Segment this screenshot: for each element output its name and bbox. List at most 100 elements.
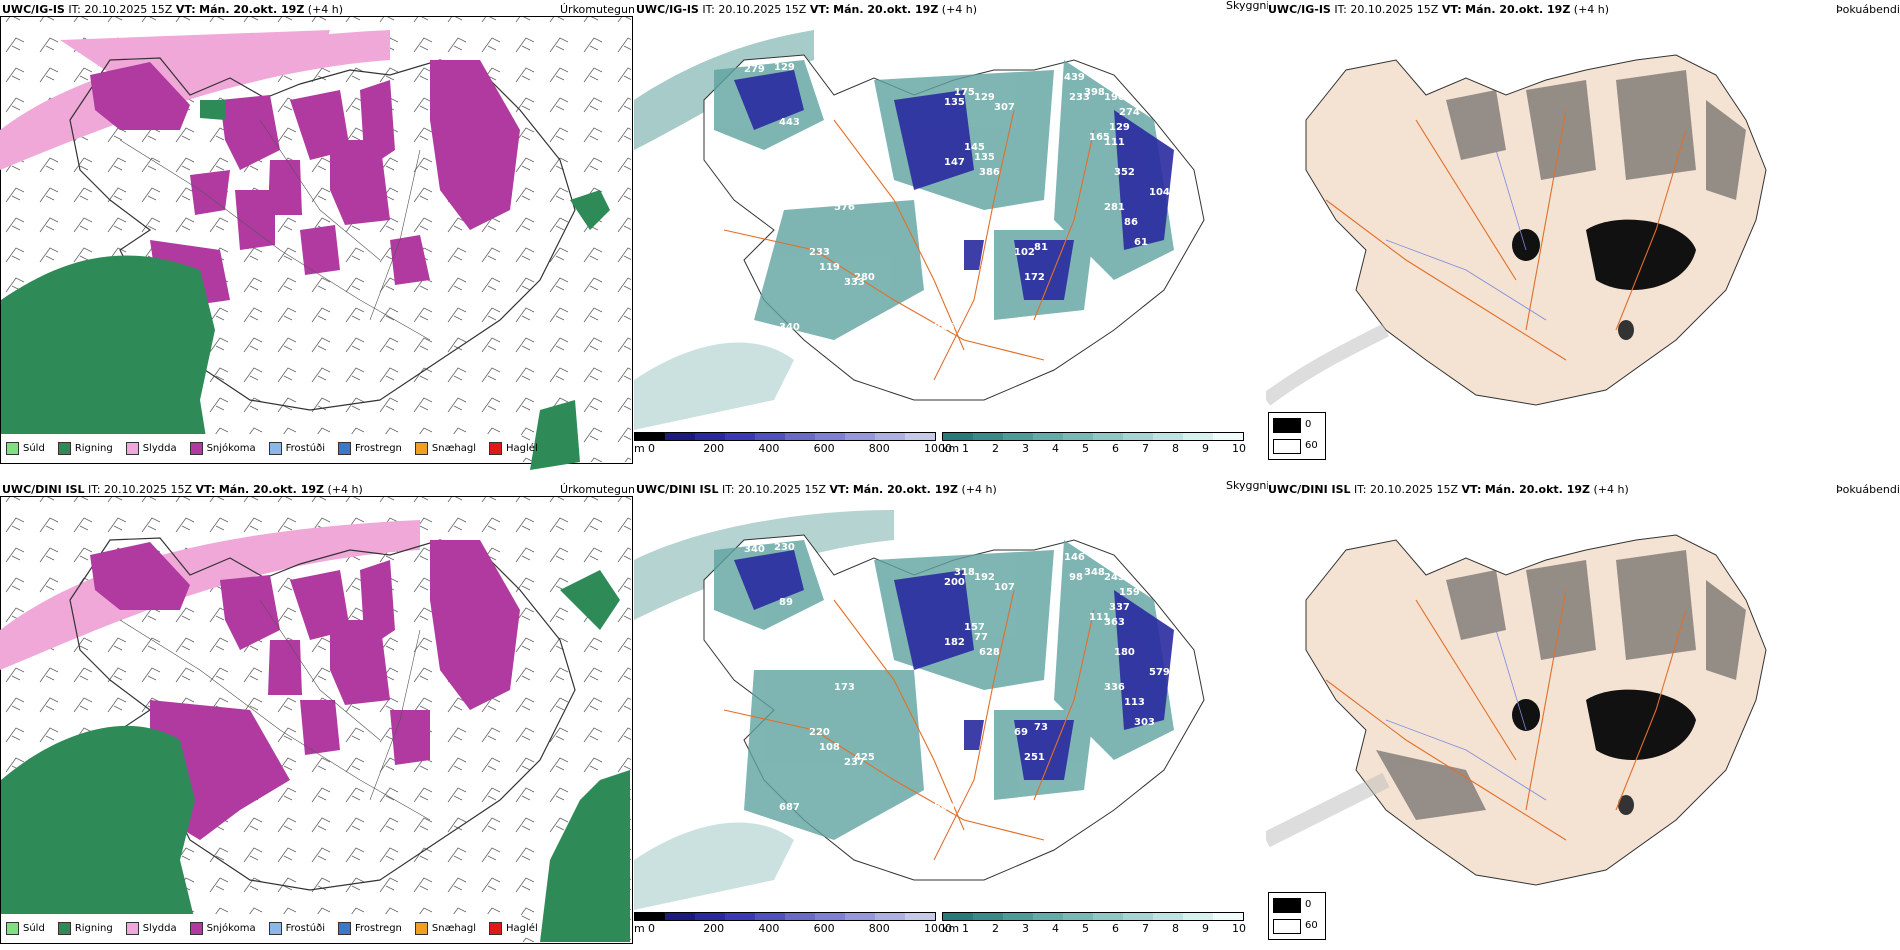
elevation-label: 576: [834, 202, 855, 213]
legend-label: Rigning: [74, 923, 113, 934]
colorbar-unit: m: [634, 922, 645, 935]
colorbar-segment: [1093, 433, 1123, 440]
legend-swatch: [489, 442, 503, 455]
elevation-label: 318: [954, 567, 975, 578]
colorbar-tick: 600: [813, 922, 835, 935]
legend-label: Frostúði: [285, 443, 325, 454]
legend-swatch: [414, 442, 428, 455]
fog-map: [1266, 54, 1767, 406]
elevation-label: 69: [1014, 727, 1028, 738]
elevation-label: 86: [1124, 217, 1138, 228]
elevation-label: 509: [934, 802, 955, 813]
fog-indicator-panel-2: UWC/DINI ISL IT: 20.10.2025 15Z VT: Mán.…: [1266, 480, 1900, 950]
panel-title: Þokuábendi: [1836, 3, 1900, 16]
colorbar-tick: 10: [1232, 922, 1246, 935]
snow-areas: [90, 60, 520, 310]
elevation-label: 145: [964, 142, 985, 153]
elevation-label: 135: [974, 152, 995, 163]
colorbar-segment: [943, 913, 973, 920]
colorbar-tick: 0: [648, 922, 655, 935]
elevation-label: 200: [944, 577, 965, 588]
fog-legend-swatch: [1273, 919, 1301, 934]
fog-legend-label: 0: [1305, 419, 1312, 430]
colorbar-tick: 1: [962, 922, 969, 935]
elevation-label: 237: [844, 757, 865, 768]
legend-label: Snjókoma: [206, 923, 256, 934]
colorbar-tick: 2: [992, 922, 999, 935]
elevation-label: 307: [994, 102, 1015, 113]
elevation-label: 61: [1134, 237, 1148, 248]
elevation-label: 333: [844, 277, 865, 288]
legend-item: Frostúði: [268, 442, 325, 455]
legend-label: Haglél: [506, 443, 538, 454]
legend-swatch: [414, 922, 428, 935]
colorbar-tick: 400: [758, 442, 780, 455]
colorbar-tick: 8: [1172, 442, 1179, 455]
legend-label: Haglél: [506, 923, 538, 934]
colorbar-tick: 200: [703, 442, 725, 455]
precip-type-panel-1: UWC/IG-IS IT: 20.10.2025 15Z VT: Mán. 20…: [0, 0, 634, 470]
panel-title: Skyggni: [1226, 0, 1268, 12]
colorbar-segment: [635, 913, 665, 920]
elevation-label: 81: [1034, 242, 1048, 253]
colorbar-unit: km: [942, 442, 960, 455]
elevation-label: 98: [1069, 572, 1083, 583]
legend-label: Snæhagl: [431, 443, 477, 454]
visibility-panel-1: UWC/IG-IS IT: 20.10.2025 15Z VT: Mán. 20…: [634, 0, 1268, 470]
map-frame: [0, 496, 633, 944]
elevation-label: 398: [1084, 87, 1105, 98]
panel-header: UWC/IG-IS IT: 20.10.2025 15Z VT: Mán. 20…: [2, 3, 344, 16]
fog-legend-label: 60: [1305, 440, 1318, 451]
colorbar-tick: 200: [703, 922, 725, 935]
colorbar-tick: 800: [868, 922, 890, 935]
colorbar-segment: [755, 913, 785, 920]
colorbar-tick: 2: [992, 442, 999, 455]
colorbar-segment: [905, 433, 935, 440]
legend-swatch: [125, 442, 139, 455]
colorbar-tick: 3: [1022, 442, 1029, 455]
legend-item: Snæhagl: [414, 922, 476, 935]
legend-swatch: [57, 442, 71, 455]
legend-item: Súld: [6, 442, 45, 455]
elevation-label: 340: [779, 322, 800, 333]
elevation-label: 687: [779, 802, 800, 813]
elevation-label: 337: [1109, 602, 1130, 613]
elevation-label: 107: [994, 582, 1015, 593]
elevation-label: 102: [1014, 247, 1035, 258]
legend-item: Frostregn: [338, 922, 402, 935]
legend-label: Slydda: [142, 443, 177, 454]
colorbar-segment: [635, 433, 665, 440]
legend-swatch: [6, 922, 19, 935]
elevation-label: 73: [1034, 722, 1048, 733]
colorbar-segment: [665, 913, 695, 920]
legend-swatch: [57, 922, 71, 935]
legend-item: Snæhagl: [414, 442, 477, 455]
elevation-label: 124: [964, 697, 985, 708]
legend-item: Rigning: [57, 922, 113, 935]
colorbar-tick: 6: [1112, 442, 1119, 455]
colorbar-segment: [1213, 913, 1243, 920]
elevation-label: 104: [1149, 187, 1170, 198]
map-frame: [0, 16, 633, 464]
elevation-label: 340: [744, 544, 765, 555]
precip-map: [0, 497, 631, 942]
legend-label: Frostregn: [355, 443, 402, 454]
elevation-label: 303: [1134, 717, 1155, 728]
fog-map: [1266, 534, 1767, 886]
legend-item: Súld: [6, 922, 45, 935]
colorbar-unit: km: [942, 922, 960, 935]
elevation-label: 165: [1089, 132, 1110, 143]
colorbar-tick: 1000: [924, 442, 952, 455]
elevation-label: 129: [774, 62, 795, 73]
elevation-label: 190: [1104, 92, 1125, 103]
precip-legend: Súld Rigning Slydda Snjókoma Frostúði Frostre…: [6, 922, 538, 935]
legend-item: Slydda: [125, 922, 177, 935]
colorbar-segment: [1123, 913, 1153, 920]
legend-swatch: [189, 442, 203, 455]
colorbar-segment: [1033, 913, 1063, 920]
colorbar-segment: [725, 913, 755, 920]
elevation-label: 443: [779, 117, 800, 128]
panel-header: UWC/IG-IS IT: 20.10.2025 15Z VT: Mán. 20…: [636, 3, 978, 16]
